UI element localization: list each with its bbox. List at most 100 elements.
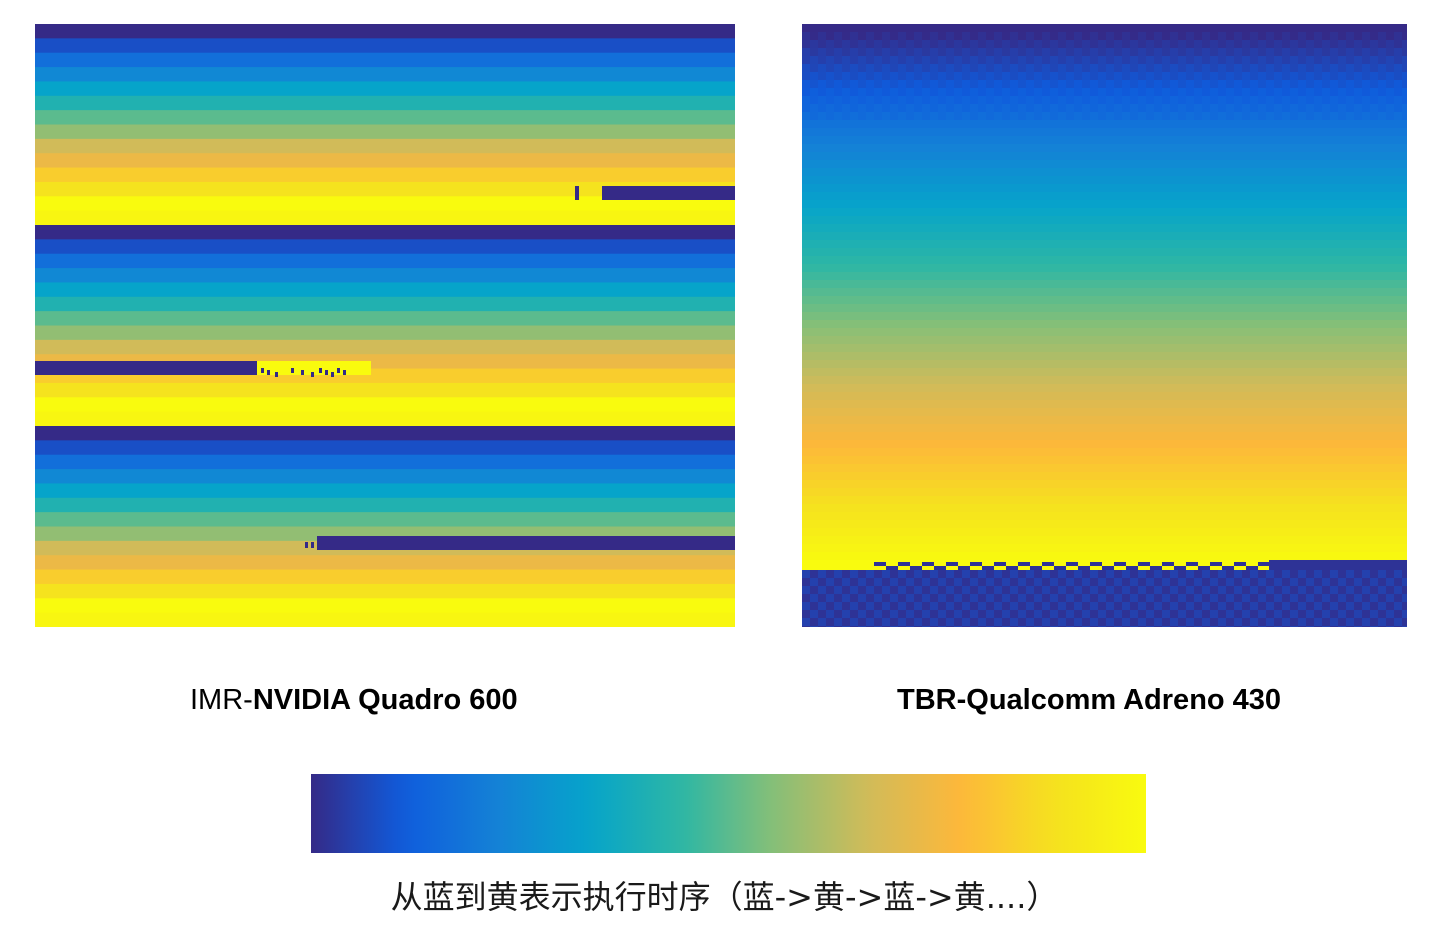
tbr-cell bbox=[1178, 48, 1186, 57]
tbr-bottom-cell bbox=[1042, 586, 1050, 594]
tbr-cell bbox=[1330, 40, 1338, 49]
tbr-bottom-cell bbox=[1218, 586, 1226, 594]
tbr-cell bbox=[1346, 72, 1354, 81]
tbr-bottom-cell bbox=[1362, 570, 1370, 578]
tbr-bottom-cell bbox=[1330, 570, 1338, 578]
tbr-cell bbox=[1394, 104, 1402, 113]
tbr-bottom-cell bbox=[1122, 586, 1130, 594]
tbr-cell bbox=[1186, 56, 1194, 65]
tbr-cell bbox=[1106, 88, 1114, 97]
tbr-bottom-cell bbox=[922, 594, 930, 602]
tbr-cell bbox=[970, 112, 978, 121]
tbr-bottom-cell bbox=[906, 594, 914, 602]
tbr-cell bbox=[1026, 104, 1034, 113]
tbr-cell bbox=[1050, 112, 1058, 121]
tbr-row bbox=[802, 136, 1407, 145]
tbr-bottom-cell bbox=[826, 610, 834, 618]
tbr-bottom-cell bbox=[1210, 610, 1218, 618]
tbr-transition-cell bbox=[1078, 566, 1090, 570]
tbr-transition-cell bbox=[1234, 566, 1246, 570]
tbr-cell bbox=[1250, 56, 1258, 65]
tbr-cell bbox=[1082, 80, 1090, 89]
tbr-cell bbox=[1282, 88, 1290, 97]
tbr-bottom-cell bbox=[1394, 586, 1402, 594]
tbr-bottom-cell bbox=[1402, 626, 1407, 627]
tbr-cell bbox=[1370, 96, 1378, 105]
tbr-row bbox=[802, 440, 1407, 449]
tbr-cell bbox=[1386, 80, 1394, 89]
tbr-cell bbox=[1218, 72, 1226, 81]
tbr-bottom-cell bbox=[1346, 586, 1354, 594]
tbr-bottom-cell bbox=[914, 618, 922, 626]
tbr-cell bbox=[1242, 96, 1250, 105]
tbr-cell bbox=[1010, 72, 1018, 81]
tbr-cell bbox=[1074, 104, 1082, 113]
tbr-bottom-cell bbox=[938, 626, 946, 627]
tbr-bottom-cell bbox=[1346, 618, 1354, 626]
tbr-cell bbox=[978, 56, 986, 65]
tbr-row bbox=[802, 168, 1407, 177]
tbr-cell bbox=[1266, 56, 1274, 65]
tbr-cell bbox=[1194, 64, 1202, 73]
tbr-bottom-cell bbox=[1042, 618, 1050, 626]
tbr-bottom-cell bbox=[994, 586, 1002, 594]
tbr-row bbox=[802, 128, 1407, 137]
tbr-bottom-cell bbox=[1002, 594, 1010, 602]
tbr-bottom-cell bbox=[1106, 570, 1114, 578]
tbr-bottom-cell bbox=[922, 610, 930, 618]
tbr-cell bbox=[1194, 112, 1202, 121]
tbr-cell bbox=[1322, 48, 1330, 57]
tbr-cell bbox=[1378, 72, 1386, 81]
tbr-bottom-cell bbox=[1138, 618, 1146, 626]
tbr-cell bbox=[1186, 24, 1194, 33]
tbr-cell bbox=[1106, 24, 1114, 33]
tbr-cell bbox=[1210, 80, 1218, 89]
tbr-cell bbox=[938, 112, 946, 121]
tbr-cell bbox=[826, 64, 834, 73]
tbr-bottom-cell bbox=[1178, 594, 1186, 602]
tbr-bottom-cell bbox=[1330, 602, 1338, 610]
tbr-cell bbox=[1066, 80, 1074, 89]
tbr-bottom-cell bbox=[1170, 602, 1178, 610]
tbr-bottom-cell bbox=[946, 570, 954, 578]
tbr-bottom-cell bbox=[994, 618, 1002, 626]
tbr-cell bbox=[938, 64, 946, 73]
tbr-cell bbox=[1282, 24, 1290, 33]
tbr-cell bbox=[986, 80, 994, 89]
tbr-bottom-cell bbox=[1146, 594, 1154, 602]
tbr-cell bbox=[1066, 32, 1074, 41]
tbr-cell bbox=[1082, 48, 1090, 57]
tbr-cell bbox=[1210, 32, 1218, 41]
tbr-cell bbox=[954, 64, 962, 73]
tbr-row bbox=[802, 184, 1407, 193]
tbr-cell bbox=[874, 112, 882, 121]
tbr-cell bbox=[1034, 48, 1042, 57]
tbr-bottom-cell bbox=[1186, 602, 1194, 610]
tbr-cell bbox=[1402, 80, 1407, 89]
tbr-cell bbox=[898, 40, 906, 49]
tbr-cell bbox=[1314, 24, 1322, 33]
tbr-cell bbox=[858, 32, 866, 41]
tbr-transition-cell bbox=[1114, 566, 1126, 570]
tbr-cell bbox=[1266, 40, 1274, 49]
imr-transition-spike bbox=[301, 370, 304, 375]
imr-band bbox=[35, 469, 735, 484]
tbr-cell bbox=[946, 104, 954, 113]
tbr-cell bbox=[874, 32, 882, 41]
tbr-bottom-cell bbox=[1042, 570, 1050, 578]
tbr-cell bbox=[994, 40, 1002, 49]
tbr-cell bbox=[954, 48, 962, 57]
tbr-cell bbox=[1346, 56, 1354, 65]
tbr-transition-cell bbox=[1042, 566, 1054, 570]
imr-transition-spike bbox=[331, 372, 334, 377]
tbr-cell bbox=[898, 56, 906, 65]
tbr-cell bbox=[1090, 88, 1098, 97]
tbr-bottom-cell bbox=[1298, 586, 1306, 594]
tbr-bottom-cell bbox=[1282, 586, 1290, 594]
tbr-bottom-cell bbox=[874, 594, 882, 602]
tbr-cell bbox=[994, 56, 1002, 65]
tbr-bottom-cell bbox=[1242, 594, 1250, 602]
tbr-cell bbox=[930, 40, 938, 49]
tbr-cell bbox=[1402, 96, 1407, 105]
tbr-cell bbox=[914, 88, 922, 97]
